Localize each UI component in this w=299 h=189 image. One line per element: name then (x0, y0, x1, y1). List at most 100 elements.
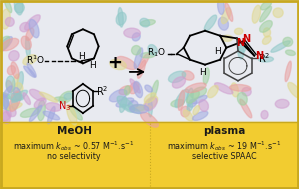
Ellipse shape (181, 106, 190, 117)
Ellipse shape (148, 99, 152, 117)
Ellipse shape (215, 83, 233, 94)
Ellipse shape (1, 94, 9, 109)
Ellipse shape (7, 93, 24, 101)
Text: no selectivity: no selectivity (47, 152, 101, 161)
Text: R$^2$: R$^2$ (96, 84, 108, 98)
Ellipse shape (34, 98, 46, 108)
Ellipse shape (221, 8, 231, 24)
Ellipse shape (24, 66, 35, 77)
Ellipse shape (14, 3, 24, 13)
Ellipse shape (4, 0, 12, 13)
Bar (0, 0, 299, 122)
Ellipse shape (288, 82, 299, 98)
Ellipse shape (132, 46, 141, 55)
Ellipse shape (144, 97, 157, 111)
Ellipse shape (55, 97, 67, 101)
Ellipse shape (11, 62, 19, 79)
Text: N: N (236, 38, 244, 48)
Ellipse shape (20, 108, 39, 117)
Ellipse shape (25, 15, 40, 30)
Ellipse shape (13, 88, 21, 101)
Ellipse shape (199, 100, 208, 111)
Ellipse shape (263, 28, 271, 37)
Ellipse shape (275, 99, 289, 108)
Text: R$_1$O: R$_1$O (147, 46, 166, 59)
Ellipse shape (11, 74, 19, 91)
Text: N$_3$: N$_3$ (57, 99, 71, 113)
Ellipse shape (110, 60, 126, 70)
Ellipse shape (140, 53, 155, 58)
Ellipse shape (182, 71, 194, 80)
Ellipse shape (187, 103, 193, 111)
Ellipse shape (9, 51, 19, 61)
Ellipse shape (117, 56, 136, 70)
Ellipse shape (7, 66, 16, 75)
Ellipse shape (29, 105, 42, 122)
Ellipse shape (138, 53, 150, 70)
Text: H: H (89, 61, 96, 70)
Ellipse shape (140, 18, 150, 27)
Ellipse shape (12, 90, 28, 102)
Ellipse shape (143, 96, 158, 110)
Ellipse shape (21, 36, 31, 50)
Ellipse shape (222, 35, 233, 41)
Ellipse shape (285, 61, 291, 82)
Ellipse shape (0, 111, 10, 121)
Ellipse shape (118, 8, 123, 27)
Text: maximum $k_{obs}$ ~ 19 M$^{-1}$.s$^{-1}$: maximum $k_{obs}$ ~ 19 M$^{-1}$.s$^{-1}$ (167, 139, 281, 153)
Ellipse shape (185, 83, 206, 93)
Ellipse shape (131, 105, 144, 111)
Text: MeOH: MeOH (57, 126, 91, 136)
Ellipse shape (25, 37, 30, 58)
Text: H: H (214, 47, 221, 56)
Ellipse shape (231, 83, 238, 97)
Ellipse shape (6, 106, 16, 117)
Ellipse shape (260, 21, 272, 32)
Ellipse shape (1, 94, 10, 111)
Ellipse shape (240, 99, 252, 118)
Ellipse shape (23, 55, 37, 65)
Text: selective SPAAC: selective SPAAC (192, 152, 256, 161)
Ellipse shape (6, 76, 15, 92)
Ellipse shape (138, 60, 146, 78)
Ellipse shape (203, 68, 209, 84)
Ellipse shape (2, 93, 10, 99)
Ellipse shape (5, 17, 14, 26)
Ellipse shape (234, 28, 243, 34)
Text: maximum $k_{obs}$ ~ 0.57 M$^{-1}$.s$^{-1}$: maximum $k_{obs}$ ~ 0.57 M$^{-1}$.s$^{-1… (13, 139, 135, 153)
Ellipse shape (7, 103, 22, 110)
Ellipse shape (141, 112, 158, 127)
Ellipse shape (134, 48, 143, 68)
Ellipse shape (122, 104, 141, 114)
Ellipse shape (237, 92, 247, 105)
Ellipse shape (225, 3, 233, 21)
Ellipse shape (191, 87, 207, 98)
Ellipse shape (193, 106, 199, 115)
Ellipse shape (132, 33, 140, 41)
Ellipse shape (0, 37, 12, 52)
Ellipse shape (117, 96, 135, 112)
Text: plasma: plasma (203, 126, 245, 136)
Ellipse shape (124, 86, 130, 95)
Ellipse shape (261, 1, 271, 10)
Ellipse shape (193, 111, 208, 120)
Ellipse shape (183, 110, 193, 121)
Ellipse shape (116, 12, 126, 25)
Ellipse shape (9, 92, 21, 111)
Ellipse shape (130, 105, 149, 113)
Ellipse shape (172, 77, 186, 88)
Ellipse shape (263, 36, 271, 44)
Ellipse shape (134, 81, 143, 98)
Text: R$^1$O: R$^1$O (25, 54, 45, 66)
Ellipse shape (187, 88, 193, 106)
Ellipse shape (45, 103, 62, 111)
Ellipse shape (261, 111, 268, 119)
Ellipse shape (23, 93, 30, 105)
Ellipse shape (286, 50, 295, 56)
Ellipse shape (242, 87, 251, 96)
Ellipse shape (130, 79, 140, 93)
Ellipse shape (140, 20, 155, 26)
Ellipse shape (273, 8, 283, 18)
Ellipse shape (192, 95, 207, 104)
Ellipse shape (120, 97, 127, 112)
